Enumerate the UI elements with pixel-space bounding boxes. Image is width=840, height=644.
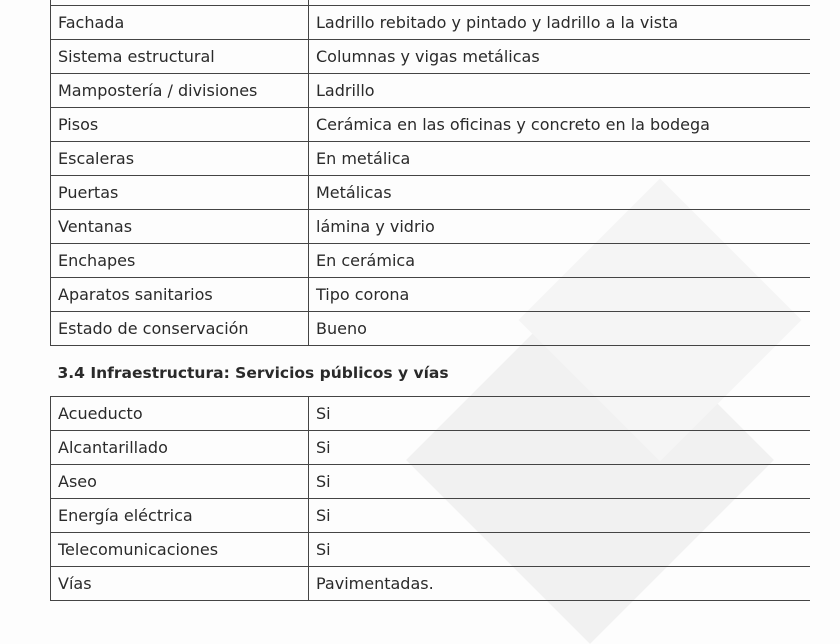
row-value: En cerámica: [308, 243, 810, 278]
table-row: Pisos Cerámica en las oficinas y concreto…: [50, 107, 810, 142]
row-value: Si: [308, 430, 810, 465]
row-label: Fachada: [50, 5, 309, 40]
row-label: Enchapes: [50, 243, 309, 278]
table-row: Alcantarillado Si: [50, 430, 810, 465]
row-label: Aparatos sanitarios: [50, 277, 309, 312]
row-label: Acueducto: [50, 396, 309, 431]
row-label: Sistema estructural: [50, 39, 309, 74]
row-label: Mampostería / divisiones: [50, 73, 309, 108]
table-row: Ventanas lámina y vidrio: [50, 209, 810, 244]
row-value: En metálica: [308, 141, 810, 176]
row-value: Ladrillo: [308, 73, 810, 108]
table-row: Vías Pavimentadas.: [50, 566, 810, 601]
table-row: Puertas Metálicas: [50, 175, 810, 210]
property-table: Fachada Ladrillo rebitado y pintado y lad…: [50, 0, 810, 601]
table-row: Mampostería / divisiones Ladrillo: [50, 73, 810, 108]
table-row: Telecomunicaciones Si: [50, 532, 810, 567]
row-label: Escaleras: [50, 141, 309, 176]
row-label: Aseo: [50, 464, 309, 499]
section-title: 3.4 Infraestructura: Servicios públicos …: [50, 345, 810, 397]
row-value: Metálicas: [308, 175, 810, 210]
row-value: Columnas y vigas metálicas: [308, 39, 810, 74]
table-row: Escaleras En metálica: [50, 141, 810, 176]
table-row: Fachada Ladrillo rebitado y pintado y lad…: [50, 5, 810, 40]
table-row: Aparatos sanitarios Tipo corona: [50, 277, 810, 312]
row-value: Tipo corona: [308, 277, 810, 312]
table-row: Enchapes En cerámica: [50, 243, 810, 278]
section-header-row: 3.4 Infraestructura: Servicios públicos …: [50, 345, 810, 397]
row-value: Si: [308, 464, 810, 499]
row-value: Cerámica en las oficinas y concreto en l…: [308, 107, 810, 142]
row-value: lámina y vidrio: [308, 209, 810, 244]
row-label: Energía eléctrica: [50, 498, 309, 533]
table-row: Acueducto Si: [50, 396, 810, 431]
row-value: Pavimentadas.: [308, 566, 810, 601]
table-row: Estado de conservación Bueno: [50, 311, 810, 346]
row-label: Vías: [50, 566, 309, 601]
row-label: Telecomunicaciones: [50, 532, 309, 567]
row-value: Bueno: [308, 311, 810, 346]
row-label: Alcantarillado: [50, 430, 309, 465]
row-label: Pisos: [50, 107, 309, 142]
row-value: Si: [308, 396, 810, 431]
table-row: Energía eléctrica Si: [50, 498, 810, 533]
table-row: Sistema estructural Columnas y vigas metá…: [50, 39, 810, 74]
row-value: Si: [308, 498, 810, 533]
row-label: Puertas: [50, 175, 309, 210]
row-label: Estado de conservación: [50, 311, 309, 346]
table-row: Aseo Si: [50, 464, 810, 499]
row-value: Ladrillo rebitado y pintado y ladrillo a…: [308, 5, 810, 40]
row-label: Ventanas: [50, 209, 309, 244]
row-value: Si: [308, 532, 810, 567]
